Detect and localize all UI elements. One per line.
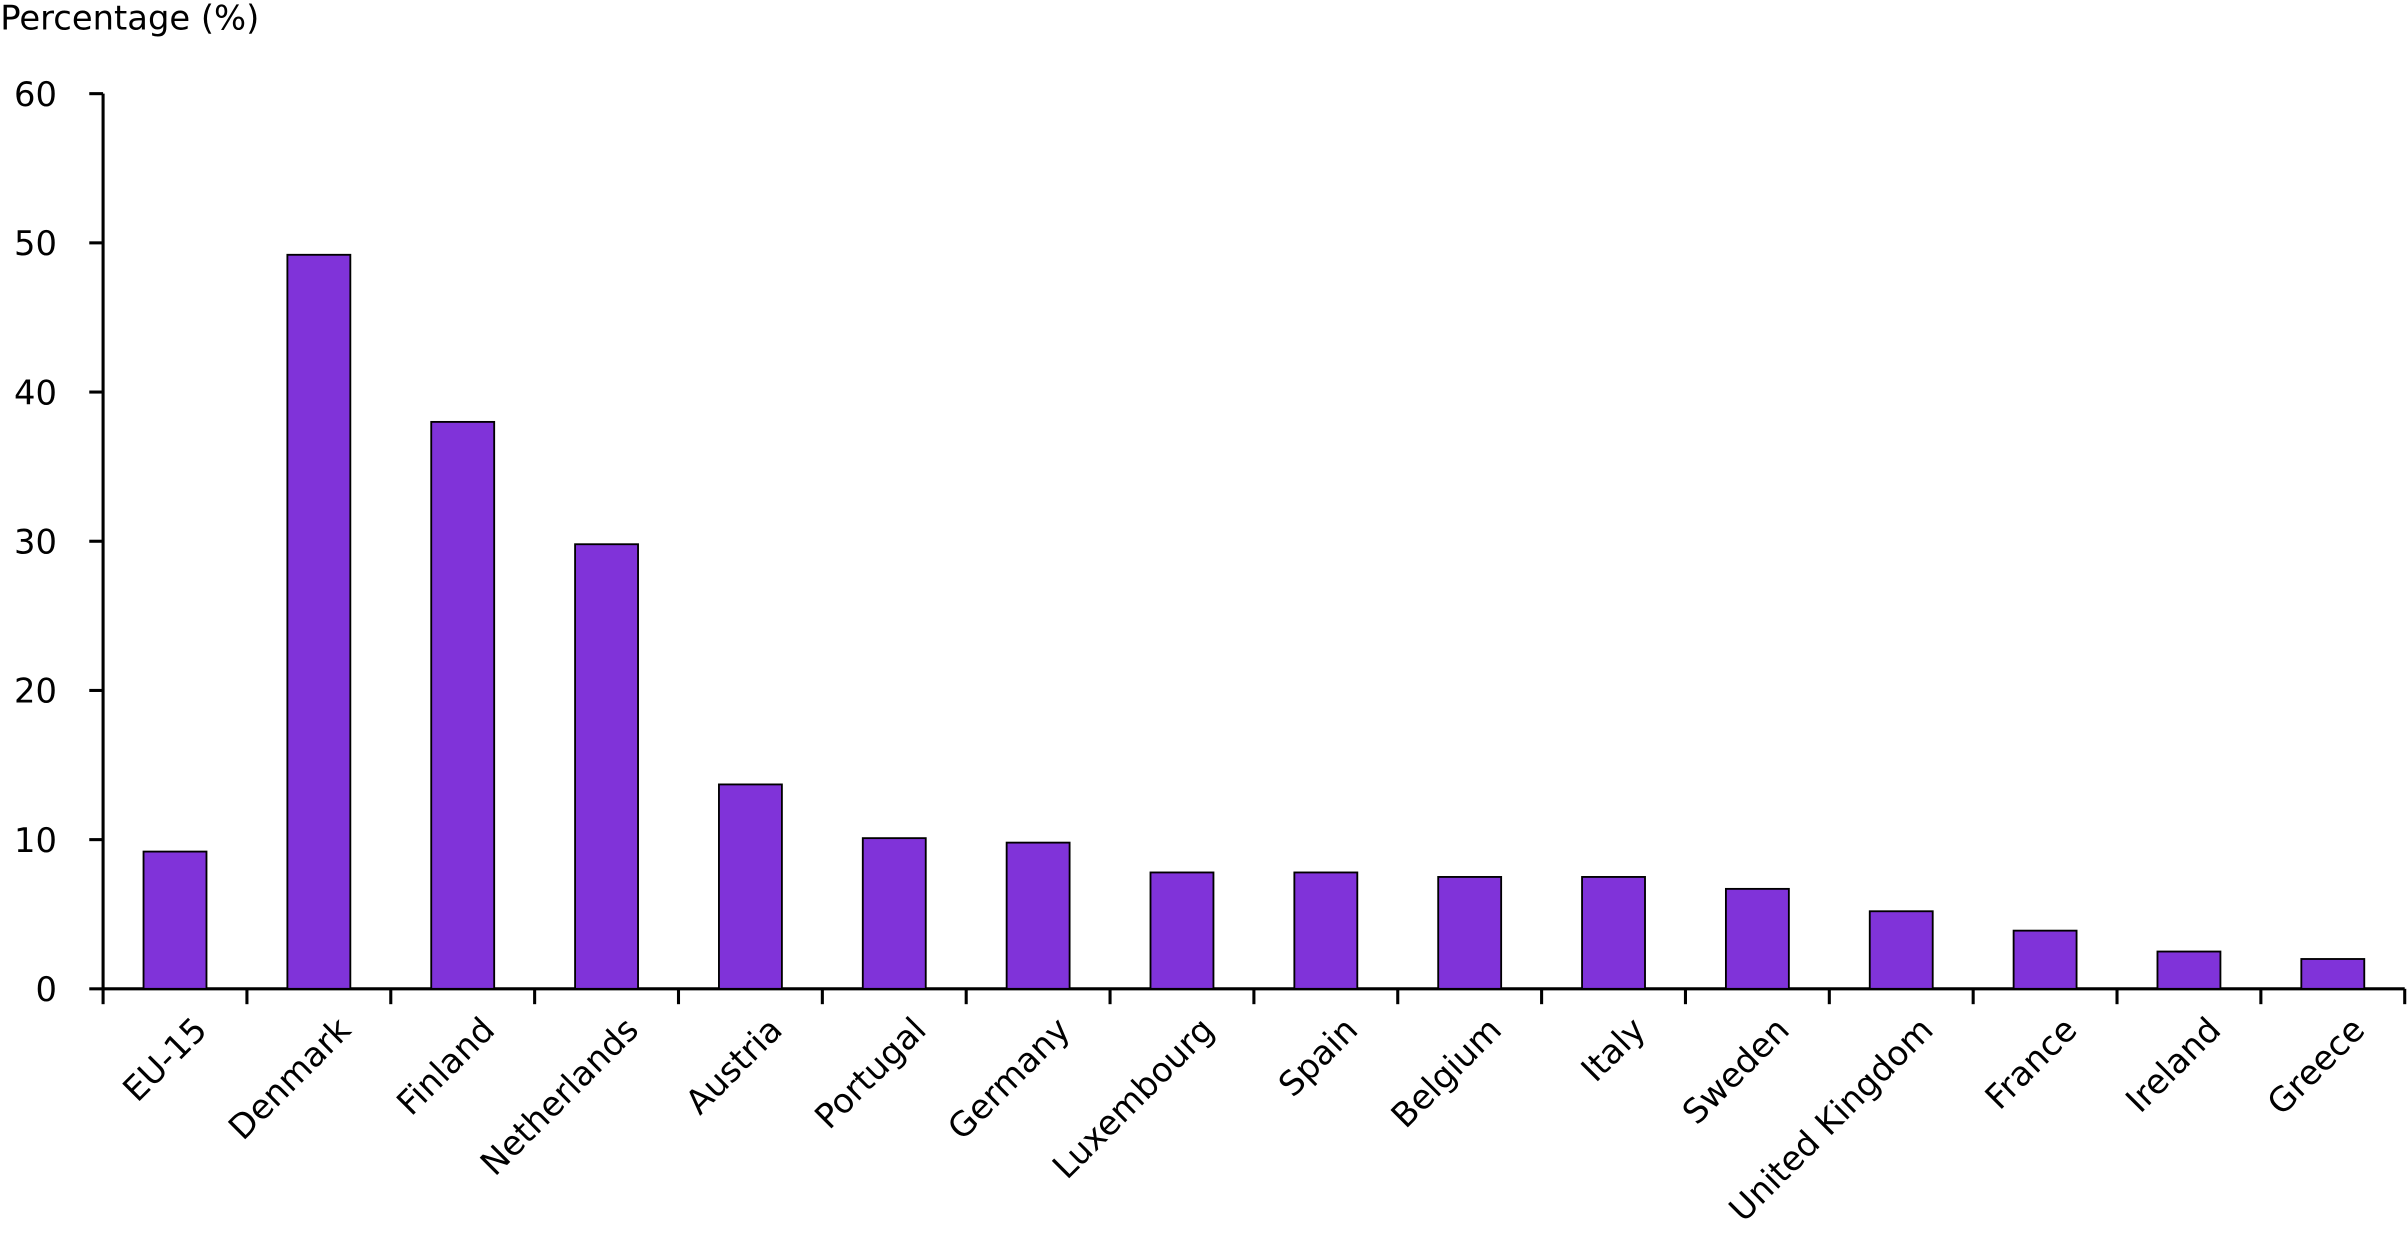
- y-tick-label: 50: [14, 224, 57, 263]
- y-axis-label: Percentage (%): [0, 0, 259, 37]
- bar: [861, 837, 927, 990]
- x-tick-label: Portugal: [807, 1010, 933, 1136]
- bar: [1005, 841, 1071, 990]
- x-tick-label: Ireland: [2118, 1010, 2228, 1120]
- x-tick-label: Finland: [389, 1010, 502, 1123]
- bar: [286, 253, 352, 990]
- bar: [2012, 929, 2078, 990]
- bar: [1868, 910, 1934, 990]
- x-tick-label: Sweden: [1675, 1010, 1797, 1132]
- bar: [2156, 950, 2222, 990]
- x-tick-label: Germany: [940, 1010, 1077, 1147]
- y-tick-label: 10: [14, 821, 57, 860]
- bar: [574, 543, 639, 990]
- bar: [1581, 876, 1646, 990]
- x-tick-label: France: [1978, 1010, 2085, 1117]
- y-tick-label: 60: [14, 75, 57, 114]
- bar: [2300, 958, 2366, 990]
- x-tick-label: Austria: [678, 1010, 790, 1122]
- bar: [718, 783, 783, 990]
- bar: [430, 420, 496, 990]
- bar: [1437, 876, 1503, 990]
- x-tick-label: Denmark: [221, 1010, 359, 1148]
- bar: [1293, 871, 1359, 990]
- bar: [1724, 887, 1790, 990]
- x-tick-label: Spain: [1271, 1010, 1365, 1104]
- y-tick-label: 30: [14, 523, 57, 562]
- x-tick-label: Greece: [2260, 1010, 2373, 1123]
- bar: [142, 850, 208, 990]
- y-tick-label: 40: [14, 373, 57, 412]
- x-tick-label: Italy: [1574, 1010, 1653, 1089]
- y-tick-label: 20: [14, 672, 57, 711]
- y-tick-label: 0: [36, 970, 57, 1009]
- x-tick-label: EU-15: [115, 1010, 214, 1109]
- x-tick-label: Belgium: [1384, 1010, 1509, 1135]
- bar: [1149, 871, 1215, 990]
